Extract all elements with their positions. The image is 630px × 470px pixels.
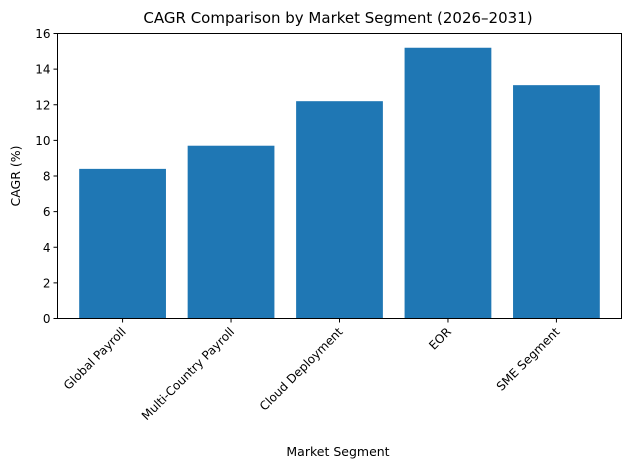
y-tick-label: 0 xyxy=(43,312,51,326)
x-tick-label: Multi-Country Payroll xyxy=(139,325,237,423)
bar-global-payroll xyxy=(79,168,166,319)
y-tick-label: 10 xyxy=(35,134,50,148)
y-axis-ticks: 0 2 4 6 8 10 12 14 16 xyxy=(35,27,58,326)
chart-title: CAGR Comparison by Market Segment (2026–… xyxy=(143,9,532,27)
bar-sme-segment xyxy=(513,85,600,319)
x-axis-ticks: Global Payroll Multi-Country Payroll Cloud… xyxy=(61,318,563,423)
y-tick-label: 14 xyxy=(35,63,50,77)
x-tick-label: EOR xyxy=(426,325,454,353)
x-tick-label: Cloud Deployment xyxy=(257,325,346,414)
y-tick-label: 4 xyxy=(43,241,51,255)
y-axis-label: CAGR (%) xyxy=(8,145,23,206)
y-tick-label: 16 xyxy=(35,27,50,41)
y-tick-label: 2 xyxy=(43,276,51,290)
bar-cloud-deployment xyxy=(296,101,383,319)
bar-multi-country-payroll xyxy=(187,145,275,319)
y-tick-label: 8 xyxy=(43,170,51,184)
x-tick-label: Global Payroll xyxy=(61,325,129,393)
y-tick-label: 12 xyxy=(35,98,50,112)
x-tick-label: SME Segment xyxy=(494,325,563,394)
bar-eor xyxy=(404,47,492,319)
x-axis-label: Market Segment xyxy=(286,444,389,459)
bars-group xyxy=(79,47,600,319)
y-tick-label: 6 xyxy=(43,205,51,219)
plot-frame xyxy=(57,33,622,319)
